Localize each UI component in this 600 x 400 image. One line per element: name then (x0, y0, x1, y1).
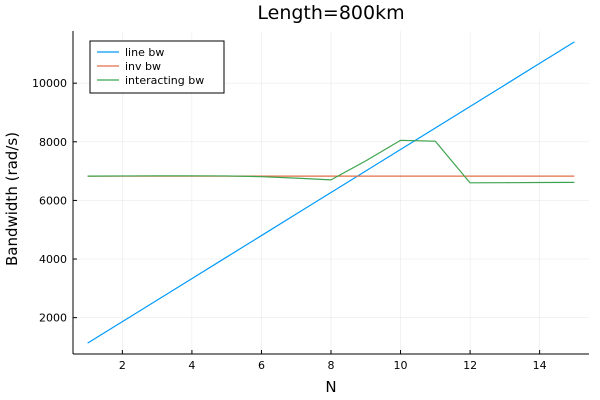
series-line-interacting-bw (87, 139, 575, 184)
series-lines (87, 41, 575, 344)
chart-title: Length=800km (257, 2, 404, 24)
y-tick-label: 10000 (32, 77, 67, 90)
legend-label: line bw (125, 46, 164, 59)
y-tick-label: 6000 (39, 194, 67, 207)
x-axis-label: N (325, 378, 336, 396)
x-tick-label: 4 (188, 359, 195, 372)
x-tick-label: 6 (258, 359, 265, 372)
y-tick-label: 2000 (39, 312, 67, 325)
legend-label: inv bw (125, 60, 161, 73)
y-tick-label: 8000 (39, 136, 67, 149)
x-tick-label: 8 (328, 359, 335, 372)
x-tick-label: 2 (119, 359, 126, 372)
grid (73, 31, 589, 354)
legend-label: interacting bw (125, 74, 204, 87)
y-tick-label: 4000 (39, 253, 67, 266)
x-tick-label: 12 (463, 359, 477, 372)
y-axis-label: Bandwidth (rad/s) (3, 132, 21, 266)
x-tick-label: 14 (533, 359, 547, 372)
axes (72, 31, 589, 355)
x-tick-label: 10 (394, 359, 408, 372)
series-line-line-bw (87, 41, 575, 344)
tick-labels: 2 4 6 8 10 12 14 2000 4000 6000 8000 10000 (32, 77, 547, 372)
legend-box (89, 40, 225, 94)
